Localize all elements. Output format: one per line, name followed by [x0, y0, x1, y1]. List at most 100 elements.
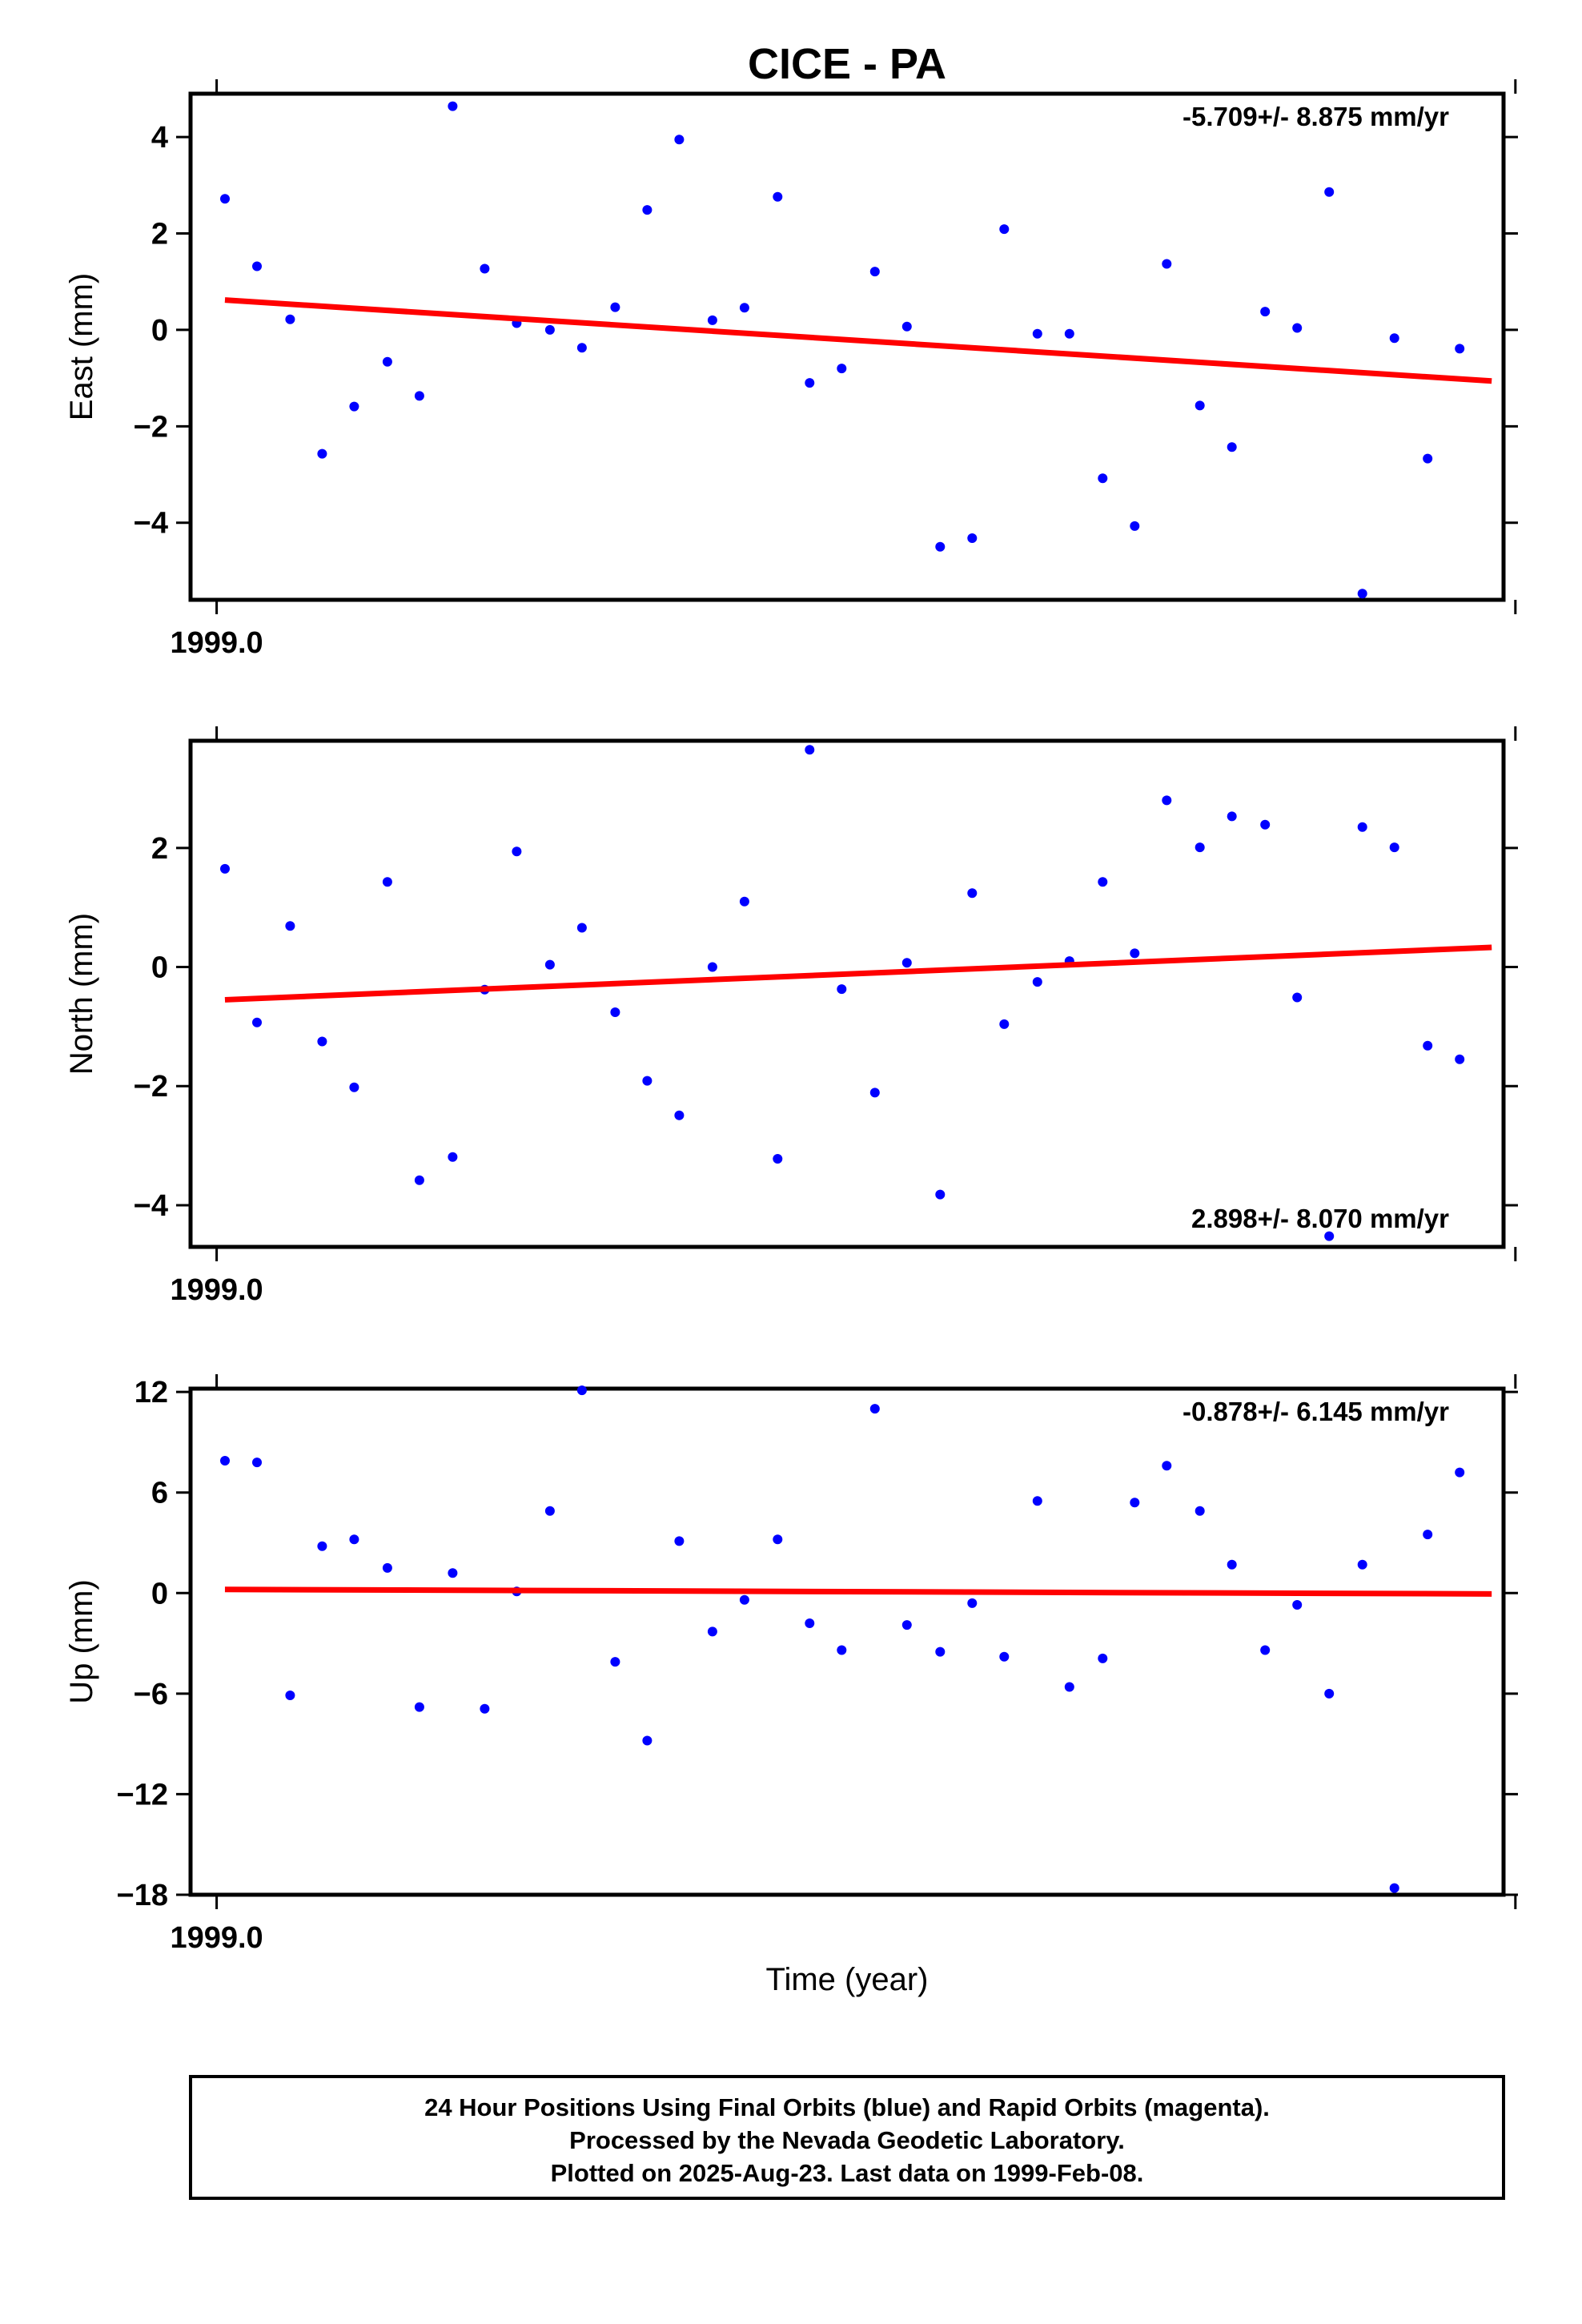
east-data-point: [220, 194, 230, 204]
north-data-point: [642, 1076, 652, 1086]
east-data-point: [869, 267, 880, 277]
east-data-point: [1389, 333, 1399, 344]
footer-line-3: Plotted on 2025-Aug-23. Last data on 199…: [551, 2159, 1144, 2187]
north-data-point: [901, 958, 912, 968]
up-data-point: [414, 1702, 424, 1712]
east-data-point: [1455, 344, 1465, 354]
up-data-point: [1162, 1461, 1172, 1471]
up-data-point: [448, 1568, 458, 1578]
up-plot-frame: [188, 1386, 1506, 1897]
north-data-point: [1455, 1054, 1465, 1064]
up-data-point: [544, 1506, 555, 1516]
east-data-point: [1260, 307, 1271, 317]
east-data-point: [935, 541, 946, 552]
east-y-tick-label: 4: [151, 121, 168, 155]
footer-line-2: Processed by the Nevada Geodetic Laborat…: [569, 2126, 1125, 2154]
north-data-point: [1324, 1231, 1335, 1241]
chart-title: CICE - PA: [748, 40, 946, 88]
east-data-point: [1032, 328, 1042, 339]
up-data-point: [837, 1645, 847, 1655]
north-data-point: [739, 896, 749, 907]
east-trend-line: [224, 297, 1492, 384]
up-data-point: [1324, 1688, 1335, 1699]
north-data-point: [1423, 1040, 1433, 1051]
north-data-point: [285, 921, 295, 931]
east-rate-label: -5.709+/- 8.875 mm/yr: [1182, 102, 1449, 131]
east-y-axis-label: East (mm): [64, 273, 99, 420]
north-data-point: [382, 877, 392, 887]
north-data-point: [935, 1189, 946, 1200]
north-data-point: [512, 846, 522, 857]
up-data-point: [1130, 1498, 1140, 1508]
up-data-point: [317, 1541, 327, 1551]
north-data-point: [610, 1007, 620, 1017]
up-data-point: [1227, 1559, 1237, 1570]
north-y-tick-label: −2: [134, 1070, 168, 1104]
up-y-tick-label: 12: [135, 1376, 168, 1409]
north-data-point: [707, 962, 717, 972]
east-plot-frame: [188, 91, 1506, 602]
up-data-point: [610, 1657, 620, 1667]
up-data-point: [805, 1618, 815, 1628]
north-plot-frame: [188, 738, 1506, 1249]
north-data-point: [1195, 842, 1205, 853]
up-data-point: [1423, 1530, 1433, 1540]
north-y-tick-label: 0: [151, 951, 168, 985]
north-data-point: [1162, 795, 1172, 806]
up-data-point: [967, 1598, 978, 1608]
east-data-point: [674, 135, 685, 145]
up-y-tick-label: −18: [117, 1879, 168, 1912]
north-x-tick-label: 1999.0: [170, 1273, 263, 1307]
up-y-tick-label: −6: [134, 1678, 168, 1711]
north-data-point: [1032, 977, 1042, 987]
north-data-point: [220, 863, 230, 874]
north-data-point: [999, 1019, 1010, 1029]
up-y-tick-label: 6: [151, 1477, 168, 1510]
east-data-point: [544, 324, 555, 335]
up-y-tick-label: −12: [117, 1778, 168, 1811]
east-data-point: [707, 315, 717, 325]
east-data-point: [642, 205, 652, 215]
up-data-point: [707, 1626, 717, 1637]
north-data-point: [869, 1088, 880, 1098]
north-data-point: [967, 888, 978, 899]
x-axis-label: Time (year): [766, 1962, 929, 1997]
up-data-point: [1389, 1883, 1399, 1893]
east-data-point: [1098, 473, 1108, 484]
up-data-point: [1455, 1467, 1465, 1478]
north-data-point: [805, 745, 815, 755]
east-data-point: [414, 391, 424, 401]
up-data-point: [349, 1534, 359, 1545]
north-y-tick-label: 2: [151, 832, 168, 866]
north-data-point: [1389, 842, 1399, 853]
up-data-point: [901, 1620, 912, 1630]
up-data-point: [935, 1647, 946, 1657]
up-data-point: [1195, 1506, 1205, 1516]
up-panel: −18 −12 −6 0 6 12 1999.0 Up (mm) -0.878+/- 6.145…: [64, 1374, 1518, 1955]
north-data-point: [1260, 819, 1271, 830]
north-y-tick-label: −4: [134, 1189, 168, 1223]
up-data-point: [739, 1594, 749, 1605]
north-trend-line: [224, 944, 1492, 1003]
up-data-point: [999, 1651, 1010, 1662]
east-data-point: [349, 401, 359, 412]
up-y-tick-label: 0: [151, 1577, 168, 1610]
up-data-point: [220, 1456, 230, 1466]
north-data-point: [448, 1152, 458, 1162]
east-data-point: [967, 533, 978, 543]
east-data-point: [1227, 442, 1237, 452]
up-data-point: [1032, 1496, 1042, 1506]
up-data-point: [674, 1536, 685, 1546]
east-data-point: [1130, 521, 1140, 531]
up-data-point: [1064, 1682, 1074, 1692]
east-y-tick-label: −4: [134, 507, 168, 541]
east-data-point: [1357, 589, 1367, 599]
east-data-point: [1324, 187, 1335, 197]
up-rate-label: -0.878+/- 6.145 mm/yr: [1182, 1397, 1449, 1426]
up-data-point: [869, 1404, 880, 1414]
up-data-point: [285, 1691, 295, 1700]
up-data-point: [1260, 1645, 1271, 1655]
east-data-point: [837, 364, 847, 374]
up-data-point: [382, 1562, 392, 1573]
